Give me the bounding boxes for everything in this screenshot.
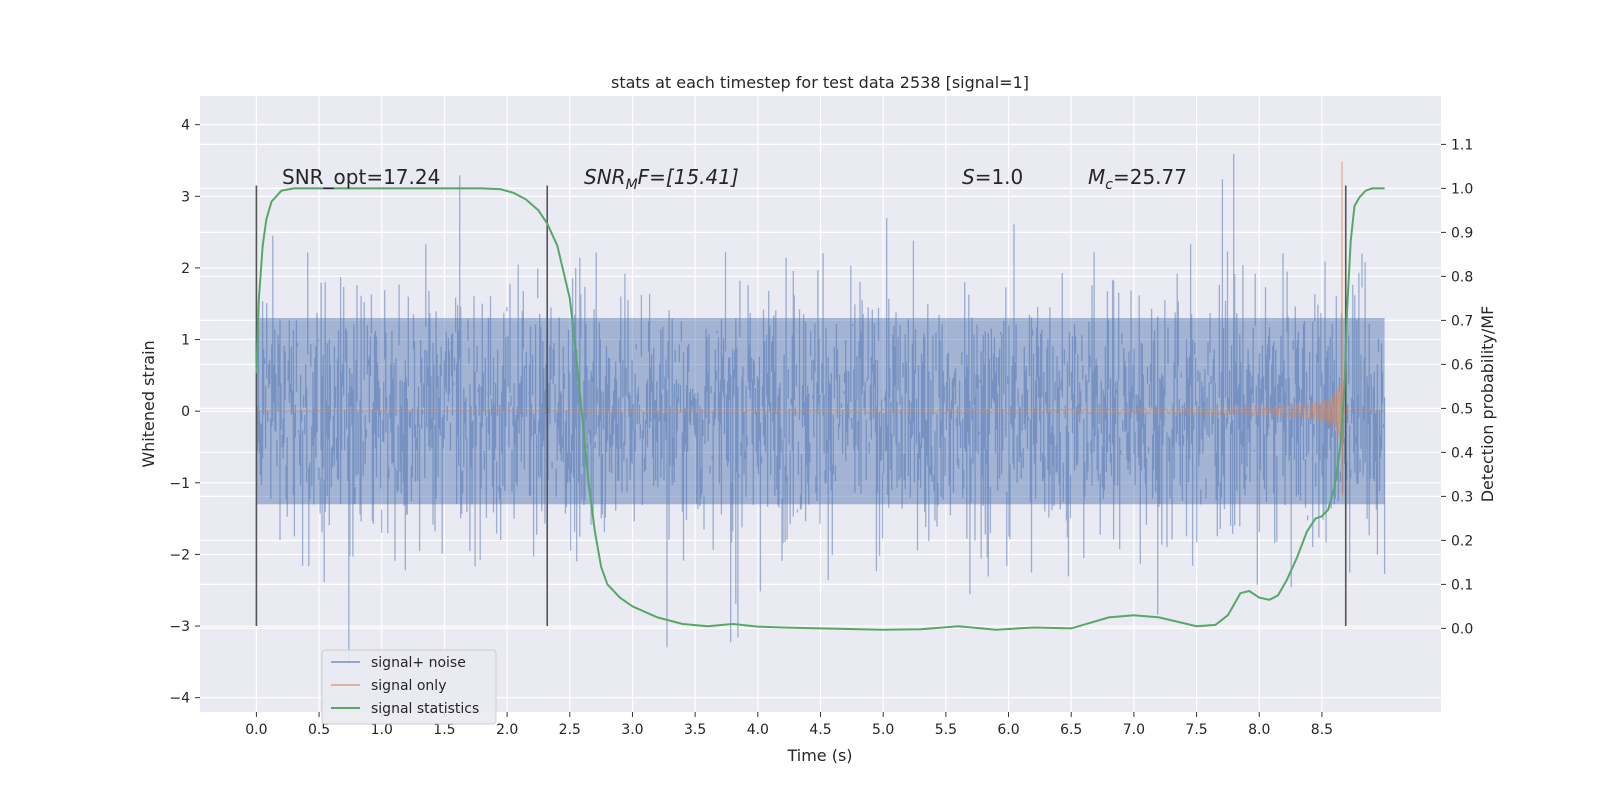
x-tick-label: 7.0 — [1123, 722, 1145, 738]
x-tick-label: 1.5 — [433, 722, 455, 738]
x-tick-label: 5.5 — [935, 722, 957, 738]
annotation-mc-symbol: M — [1088, 165, 1105, 189]
chart-title: stats at each timestep for test data 253… — [611, 73, 1029, 92]
y2-tick-label: 0.4 — [1451, 445, 1473, 461]
legend: signal+ noise signal only signal statist… — [321, 649, 497, 725]
annotation-mc-subscript: c — [1105, 177, 1113, 193]
annotation-mc-value: =25.77 — [1113, 165, 1187, 189]
y2-axis-ticks: 1.1 1.0 0.9 0.8 0.7 0.6 0.5 0.4 0.3 0.2 0.1 0.0 — [1441, 137, 1473, 637]
series-signal-statistics — [255, 187, 1385, 631]
x-tick-label: 8.0 — [1248, 722, 1270, 738]
x-tick-label: 6.0 — [997, 722, 1019, 738]
x-tick-label: 2.5 — [559, 722, 581, 738]
y2-tick-label: 0.5 — [1451, 401, 1473, 417]
y2-tick-label: 0.3 — [1451, 489, 1473, 505]
y-tick-label: −2 — [169, 547, 190, 563]
annotation-s-symbol: S — [962, 165, 975, 189]
y2-tick-label: 1.0 — [1451, 181, 1473, 197]
y2-tick-label: 0.8 — [1451, 269, 1473, 285]
x-tick-label: 4.0 — [747, 722, 769, 738]
y-tick-label: 2 — [181, 261, 190, 277]
annotation-snr-mf: SNRMF=[15.41] — [584, 165, 739, 193]
y-tick-label: 0 — [181, 404, 190, 420]
x-tick-label: 6.5 — [1060, 722, 1082, 738]
y2-tick-label: 0.1 — [1451, 577, 1473, 593]
y-tick-label: −4 — [169, 691, 190, 707]
y-tick-label: 3 — [181, 189, 190, 205]
y-axis-ticks: 4 3 2 1 0 −1 −2 −3 −4 — [169, 118, 200, 707]
x-axis-ticks: 0.0 0.5 1.0 1.5 2.0 2.5 3.0 3.5 4.0 4.5 5.0 5.5 6.0 6… — [245, 712, 1333, 738]
y2-axis-label: Detection probability/MF — [1478, 306, 1497, 503]
y-tick-label: 4 — [181, 118, 190, 134]
annotation-s: S=1.0 — [962, 165, 1023, 189]
x-tick-label: 2.0 — [496, 722, 518, 738]
y2-tick-label: 0.7 — [1451, 313, 1473, 329]
y-tick-label: −1 — [169, 476, 190, 492]
x-tick-label: 4.5 — [809, 722, 831, 738]
y-tick-label: 1 — [181, 333, 190, 349]
x-tick-label: 8.5 — [1311, 722, 1333, 738]
annotation-snr-mf-subscript: M — [626, 177, 638, 193]
y2-tick-label: 1.1 — [1451, 137, 1473, 153]
y2-tick-label: 0.2 — [1451, 533, 1473, 549]
x-tick-label: 5.0 — [872, 722, 894, 738]
x-tick-label: 3.0 — [621, 722, 643, 738]
annotation-s-value: =1.0 — [975, 165, 1024, 189]
x-tick-label: 1.0 — [371, 722, 393, 738]
y2-tick-label: 0.6 — [1451, 357, 1473, 373]
y2-tick-label: 0.9 — [1451, 225, 1473, 241]
legend-label-stat: signal statistics — [371, 701, 479, 717]
y-tick-label: −3 — [169, 619, 190, 635]
segment-markers — [255, 185, 1347, 627]
legend-label-noise: signal+ noise — [371, 655, 466, 671]
x-tick-label: 0.0 — [245, 722, 267, 738]
series-signal-only — [256, 161, 1385, 497]
y-axis-label: Whitened strain — [139, 340, 158, 467]
x-axis-label: Time (s) — [786, 746, 852, 765]
annotation-snr-mf-value: F=[15.41] — [638, 165, 739, 189]
legend-box — [321, 649, 497, 725]
annotation-snr-mf-symbol: SNR — [584, 165, 626, 189]
x-tick-label: 7.5 — [1185, 722, 1207, 738]
x-tick-label: 0.5 — [308, 722, 330, 738]
y2-tick-label: 0.0 — [1451, 621, 1473, 637]
annotation-snr-opt: SNR_opt=17.24 — [282, 165, 440, 189]
annotation-mc: Mc=25.77 — [1088, 165, 1187, 193]
x-tick-label: 3.5 — [684, 722, 706, 738]
legend-label-signal: signal only — [371, 678, 446, 694]
